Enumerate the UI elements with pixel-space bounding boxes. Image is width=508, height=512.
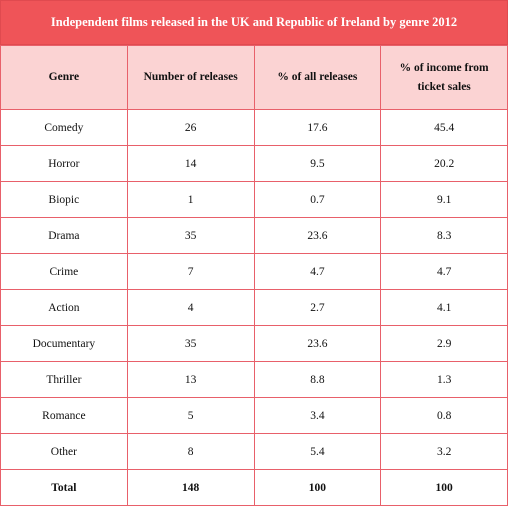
table-cell: 3.2 [380, 433, 508, 470]
column-header: % of income from ticket sales [380, 45, 508, 110]
table-cell: 17.6 [253, 109, 382, 146]
table-cell: 23.6 [253, 325, 382, 362]
table-cell: Other [0, 433, 128, 470]
table-cell: 4.1 [380, 289, 508, 326]
table-cell: Drama [0, 217, 128, 254]
table-cell: 4 [126, 289, 255, 326]
table-cell: Biopic [0, 181, 128, 218]
table-cell: Documentary [0, 325, 128, 362]
total-cell: Total [0, 469, 128, 506]
table-cell: 9.5 [253, 145, 382, 182]
total-row: Total 148 100 100 [0, 469, 508, 506]
table-row: Thriller 13 8.8 1.3 [0, 361, 508, 398]
table-cell: Romance [0, 397, 128, 434]
table-head: Genre Number of releases% of all releases… [0, 45, 508, 110]
table-cell: 14 [126, 145, 255, 182]
table-cell: Comedy [0, 109, 128, 146]
header-row: Genre Number of releases% of all releases… [0, 45, 508, 110]
total-cell: 148 [126, 469, 255, 506]
table-cell: 5.4 [253, 433, 382, 470]
table-cell: 8.8 [253, 361, 382, 398]
table-cell: 8 [126, 433, 255, 470]
table-cell: 23.6 [253, 217, 382, 254]
table-cell: 2.9 [380, 325, 508, 362]
table-cell: 1.3 [380, 361, 508, 398]
table-cell: Thriller [0, 361, 128, 398]
column-header: Number of releases [126, 45, 255, 110]
table-cell: 8.3 [380, 217, 508, 254]
total-cell: 100 [253, 469, 382, 506]
table-row: Horror 14 9.5 20.2 [0, 145, 508, 182]
table-cell: Horror [0, 145, 128, 182]
table-row: Comedy 26 17.6 45.4 [0, 109, 508, 146]
table-row: Other 8 5.4 3.2 [0, 433, 508, 470]
table-cell: 35 [126, 325, 255, 362]
table-cell: 7 [126, 253, 255, 290]
table-row: Documentary 35 23.6 2.9 [0, 325, 508, 362]
table-row: Drama 35 23.6 8.3 [0, 217, 508, 254]
table-body: Comedy 26 17.6 45.4 Horror 14 9.5 20.2 Biopic 1 0.… [0, 109, 508, 506]
table-row: Crime 7 4.7 4.7 [0, 253, 508, 290]
column-header: Genre [0, 45, 128, 110]
table-row: Action 4 2.7 4.1 [0, 289, 508, 326]
table-cell: Action [0, 289, 128, 326]
table-title: Independent films released in the UK and… [0, 0, 508, 45]
table-cell: 13 [126, 361, 255, 398]
table-row: Biopic 1 0.7 9.1 [0, 181, 508, 218]
column-header: % of all releases [253, 45, 382, 110]
table-cell: Crime [0, 253, 128, 290]
table-cell: 4.7 [380, 253, 508, 290]
table-cell: 9.1 [380, 181, 508, 218]
table-cell: 4.7 [253, 253, 382, 290]
table-cell: 35 [126, 217, 255, 254]
table-cell: 5 [126, 397, 255, 434]
table-cell: 0.8 [380, 397, 508, 434]
total-cell: 100 [380, 469, 508, 506]
table-cell: 45.4 [380, 109, 508, 146]
table-row: Romance 5 3.4 0.8 [0, 397, 508, 434]
table-cell: 1 [126, 181, 255, 218]
table-cell: 3.4 [253, 397, 382, 434]
table-cell: 2.7 [253, 289, 382, 326]
data-table: Genre Number of releases% of all releases… [0, 45, 508, 506]
table-cell: 20.2 [380, 145, 508, 182]
table-cell: 0.7 [253, 181, 382, 218]
table-cell: 26 [126, 109, 255, 146]
